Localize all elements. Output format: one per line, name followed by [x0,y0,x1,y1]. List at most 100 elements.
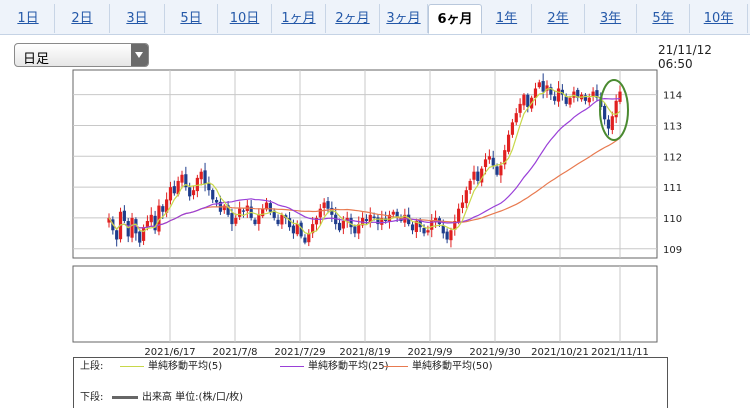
tab-6[interactable]: 2ヶ月 [326,4,380,33]
tab-10[interactable]: 2年 [532,4,585,33]
candle-body [341,221,345,229]
candle-body [476,171,480,181]
candle-body [430,221,434,230]
candle-interval-select[interactable]: 日足 [14,43,149,67]
candle-body [384,218,388,222]
candle-body [564,96,568,104]
candle-body [380,217,384,225]
candle-body [510,122,515,135]
legend-volume-label: 出来高 単位:(株/口/枚) [142,392,244,403]
candle-body [349,217,353,228]
candle-body [161,206,165,212]
tab-8[interactable]: 6ヶ月 [428,4,482,34]
candle-body [211,189,215,200]
ma25-swatch [280,365,304,367]
candle-body [526,94,530,107]
candle-body [418,219,422,228]
candle-body [311,224,315,234]
candle-body [468,180,472,190]
candle-body [433,217,438,222]
tab-13[interactable]: 10年 [690,4,748,33]
tab-4[interactable]: 10日 [218,4,272,33]
candle-body [230,213,234,225]
candle-body [545,85,549,91]
candle-body [291,225,296,234]
candle-body [191,190,196,196]
candle-body [234,217,238,224]
candle-body [483,159,488,168]
candle-body [472,171,476,180]
tab-12[interactable]: 5年 [637,4,690,33]
candle-body [176,180,180,195]
legend-ma50: 単純移動平均(50) [384,360,493,374]
candle-body [149,214,153,223]
highlight-ellipse [599,79,629,141]
candle-body [576,89,580,98]
candle-body [387,214,392,222]
candle-body [245,205,249,212]
legend-lower-label: 下段: [80,392,104,403]
candle-body [107,217,111,223]
candle-body [503,150,507,165]
tab-9[interactable]: 1年 [482,4,532,33]
candle-body [261,208,265,217]
y-tick-label: 114 [663,91,682,102]
candle-body [583,95,588,101]
candle-body [353,226,357,234]
candle-body [541,81,545,92]
candle-body [222,205,226,211]
tab-2[interactable]: 3日 [110,4,165,33]
chart-legend: 上段: 単純移動平均(5) 単純移動平均(25) 単純移動平均(50) 下段: … [73,357,668,408]
candle-body [303,237,307,243]
candle-body [322,202,326,209]
tab-11[interactable]: 3年 [585,4,637,33]
candle-body [518,103,522,113]
candle-body [399,217,403,222]
candle-body [533,88,538,98]
candle-body [287,218,292,228]
candle-interval-value: 日足 [23,52,50,67]
candle-body [295,224,299,235]
candle-body [145,221,150,227]
candle-body [272,210,276,218]
candle-body [595,90,599,98]
y-tick-label: 112 [663,152,682,163]
candle-body [599,96,603,107]
candle-body [572,91,576,98]
candle-body [603,105,607,120]
candle-body [184,174,188,188]
candle-body [153,215,157,231]
candle-body [449,230,453,241]
candle-body [480,168,484,183]
y-tick-label: 110 [663,214,682,225]
period-tabs: 1日 2日 3日 5日 10日 1ヶ月 2ヶ月 3ヶ月 6ヶ月 1年 2年 3年 5年 10年 [0,0,750,35]
candle-body [188,187,192,197]
candle-body [214,199,219,203]
candle-body [284,215,288,218]
tab-7[interactable]: 3ヶ月 [380,4,428,33]
candle-body [360,217,365,226]
candle-body [307,233,311,243]
legend-ma25: 単純移動平均(25) [280,360,389,374]
candle-body [437,218,442,225]
candle-body [118,211,123,240]
candle-body [414,221,418,232]
candle-body [495,166,499,175]
chevron-down-icon[interactable] [131,44,148,66]
candle-body [165,199,169,213]
tab-5[interactable]: 1ヶ月 [272,4,326,33]
tab-0[interactable]: 1日 [2,4,55,33]
candle-body [122,210,126,222]
candle-body [368,214,372,223]
tab-3[interactable]: 5日 [165,4,218,33]
legend-ma5: 単純移動平均(5) [120,360,222,374]
tab-1[interactable]: 2日 [55,4,110,33]
candle-body [410,224,415,231]
candle-body [457,208,461,222]
ma25-line [108,97,621,231]
candle-body [268,203,272,212]
candle-body [276,219,280,225]
candle-body [314,217,319,225]
candle-body [460,202,465,208]
volume-swatch [112,395,138,399]
